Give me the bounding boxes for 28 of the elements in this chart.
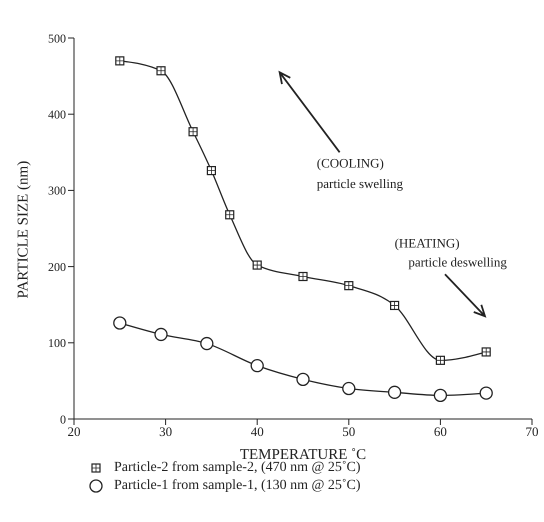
point — [434, 388, 448, 402]
y-axis-title: PARTICLE SIZE (nm) — [15, 160, 32, 298]
y-tick-label: 500 — [48, 31, 66, 46]
y-tick-label: 100 — [48, 336, 66, 350]
x-tick-label: 50 — [342, 424, 356, 440]
point — [113, 316, 126, 330]
annotation: particle swelling — [316, 176, 404, 192]
legend-label: Particle-2 from sample-2, (470 nm @ 25˚C) — [114, 460, 361, 476]
x-tick-label: 20 — [68, 424, 80, 440]
point — [388, 386, 402, 399]
x-tick-label: 30 — [159, 424, 172, 440]
x-tick-label: 70 — [526, 424, 538, 440]
point — [200, 336, 214, 350]
point — [250, 359, 264, 372]
point — [480, 386, 493, 400]
point — [154, 328, 168, 342]
x-tick-label: 40 — [250, 424, 264, 440]
y-tick-label: 0 — [60, 412, 66, 426]
x-tick-label: 60 — [434, 424, 447, 440]
legend-label: Particle-1 from sample-1, (130 nm @ 25˚C) — [114, 478, 361, 494]
y-tick-label: 400 — [48, 107, 66, 122]
annotation: particle deswelling — [408, 254, 508, 270]
point — [296, 372, 310, 386]
annotation: (HEATING) — [394, 236, 460, 251]
y-tick-label: 300 — [48, 184, 66, 198]
annotation: (COOLING) — [316, 156, 384, 171]
y-tick-label: 200 — [48, 260, 66, 274]
point — [342, 382, 356, 396]
